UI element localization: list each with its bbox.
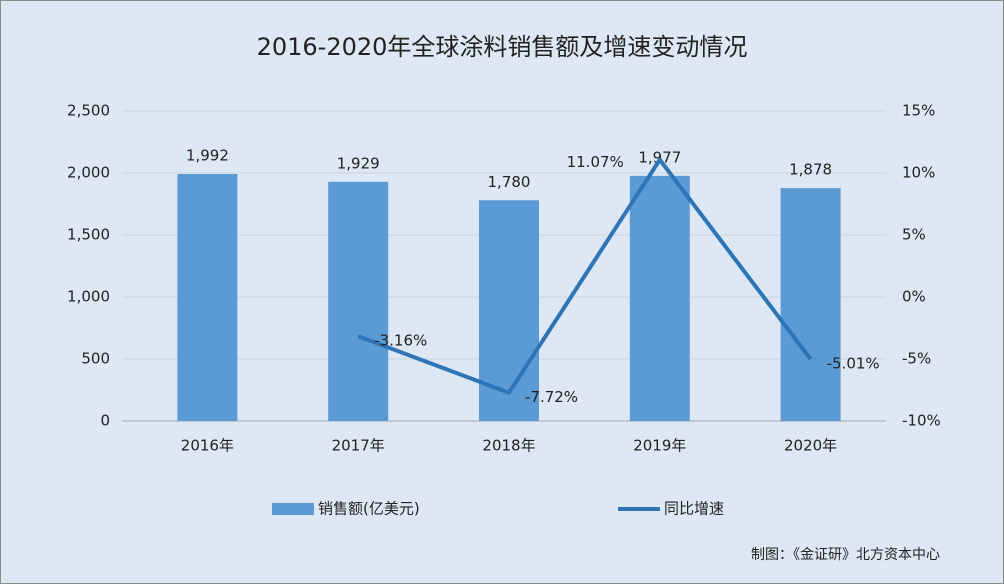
y2-tick-label: -10% (902, 412, 941, 430)
y2-tick-label: 10% (902, 164, 935, 182)
y-tick-label: 0 (100, 412, 110, 430)
bar (629, 175, 690, 421)
bar (780, 188, 841, 421)
x-tick-label: 2016年 (181, 437, 234, 455)
line (357, 157, 813, 395)
line-value-label: -3.16% (374, 332, 427, 350)
bar (177, 173, 238, 421)
bar-value-label: 1,780 (488, 173, 531, 191)
line-value-label: -5.01% (827, 355, 880, 373)
bar (328, 181, 389, 421)
chart-title: 2016-2020年全球涂料销售额及增速变动情况 (257, 33, 748, 61)
legend-swatch (272, 503, 314, 515)
line-value-label: 11.07% (567, 153, 624, 171)
y2-tick-label: 0% (902, 288, 926, 306)
y-tick-label: 2,500 (67, 102, 110, 120)
x-tick-label: 2019年 (633, 437, 686, 455)
y2-tick-label: -5% (902, 350, 931, 368)
y-tick-label: 2,000 (67, 164, 110, 182)
y-tick-label: 1,500 (67, 226, 110, 244)
y-tick-label: 1,000 (67, 288, 110, 306)
line-value-label: -7.72% (525, 388, 578, 406)
bar-value-label: 1,977 (638, 148, 681, 166)
y-tick-label: 500 (81, 350, 110, 368)
y2-tick-label: 5% (902, 226, 926, 244)
legend-label: 同比增速 (664, 500, 724, 518)
bar-value-label: 1,992 (186, 146, 229, 164)
y2-tick-label: 15% (902, 102, 935, 120)
bar-value-label: 1,878 (789, 161, 832, 179)
source-note: 制图：《金证研》北方资本中心 (751, 547, 940, 563)
legend-label: 销售额(亿美元) (318, 500, 420, 518)
x-tick-label: 2020年 (784, 437, 837, 455)
bar-value-label: 1,929 (337, 154, 380, 172)
x-tick-label: 2017年 (332, 437, 385, 455)
x-tick-label: 2018年 (482, 437, 535, 455)
